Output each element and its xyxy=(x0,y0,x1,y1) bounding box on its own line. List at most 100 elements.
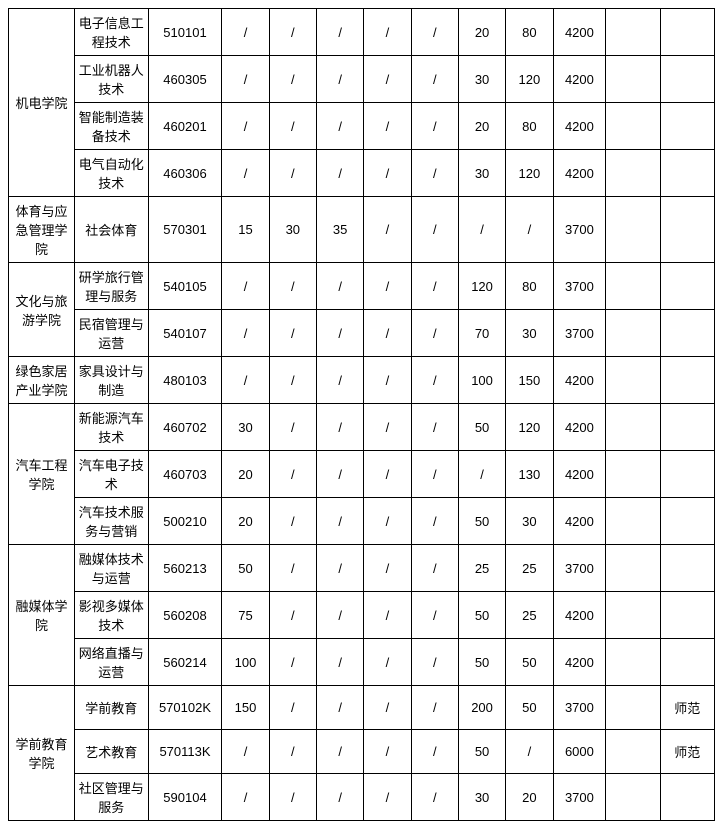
c3-cell: / xyxy=(316,150,363,197)
b1-cell xyxy=(606,103,660,150)
fee-cell: 4200 xyxy=(553,498,606,545)
c3-cell: / xyxy=(316,730,363,774)
c4-cell: / xyxy=(364,498,411,545)
c3-cell: / xyxy=(316,545,363,592)
c3-cell: / xyxy=(316,103,363,150)
c4-cell: / xyxy=(364,310,411,357)
c5-cell: / xyxy=(411,9,458,56)
c4-cell: / xyxy=(364,357,411,404)
c1-cell: / xyxy=(222,357,269,404)
fee-cell: 3700 xyxy=(553,774,606,821)
table-row: 工业机器人技术460305/////301204200 xyxy=(9,56,715,103)
dept-cell: 绿色家居产业学院 xyxy=(9,357,75,404)
fee-cell: 4200 xyxy=(553,56,606,103)
fee-cell: 4200 xyxy=(553,357,606,404)
table-row: 体育与应急管理学院社会体育570301153035////3700 xyxy=(9,197,715,263)
c3-cell: / xyxy=(316,56,363,103)
c5-cell: / xyxy=(411,498,458,545)
code-cell: 570301 xyxy=(148,197,222,263)
b2-cell xyxy=(660,592,714,639)
fee-cell: 4200 xyxy=(553,639,606,686)
b1-cell xyxy=(606,730,660,774)
c6-cell: 30 xyxy=(458,774,505,821)
b2-cell xyxy=(660,263,714,310)
c4-cell: / xyxy=(364,730,411,774)
c4-cell: / xyxy=(364,686,411,730)
c2-cell: / xyxy=(269,686,316,730)
code-cell: 460201 xyxy=(148,103,222,150)
major-cell: 汽车电子技术 xyxy=(74,451,148,498)
c4-cell: / xyxy=(364,103,411,150)
fee-cell: 4200 xyxy=(553,592,606,639)
code-cell: 460702 xyxy=(148,404,222,451)
b1-cell xyxy=(606,451,660,498)
c6-cell: / xyxy=(458,197,505,263)
code-cell: 570113K xyxy=(148,730,222,774)
b2-cell xyxy=(660,197,714,263)
c6-cell: / xyxy=(458,451,505,498)
fee-cell: 4200 xyxy=(553,9,606,56)
major-cell: 融媒体技术与运营 xyxy=(74,545,148,592)
c5-cell: / xyxy=(411,686,458,730)
c2-cell: / xyxy=(269,592,316,639)
table-row: 学前教育学院学前教育570102K150////200503700师范 xyxy=(9,686,715,730)
major-cell: 社会体育 xyxy=(74,197,148,263)
code-cell: 460703 xyxy=(148,451,222,498)
table-row: 智能制造装备技术460201/////20804200 xyxy=(9,103,715,150)
c4-cell: / xyxy=(364,263,411,310)
c1-cell: / xyxy=(222,150,269,197)
c1-cell: / xyxy=(222,56,269,103)
c6-cell: 200 xyxy=(458,686,505,730)
c7-cell: 80 xyxy=(506,263,553,310)
c2-cell: / xyxy=(269,545,316,592)
c2-cell: / xyxy=(269,404,316,451)
c3-cell: / xyxy=(316,357,363,404)
dept-cell: 汽车工程学院 xyxy=(9,404,75,545)
c2-cell: / xyxy=(269,150,316,197)
c1-cell: 100 xyxy=(222,639,269,686)
c4-cell: / xyxy=(364,451,411,498)
b1-cell xyxy=(606,150,660,197)
fee-cell: 3700 xyxy=(553,545,606,592)
c4-cell: / xyxy=(364,404,411,451)
c3-cell: / xyxy=(316,774,363,821)
c1-cell: 50 xyxy=(222,545,269,592)
b2-cell xyxy=(660,498,714,545)
dept-cell: 文化与旅游学院 xyxy=(9,263,75,357)
table-row: 社区管理与服务590104/////30203700 xyxy=(9,774,715,821)
table-row: 电气自动化技术460306/////301204200 xyxy=(9,150,715,197)
c3-cell: / xyxy=(316,592,363,639)
c7-cell: 130 xyxy=(506,451,553,498)
fee-cell: 4200 xyxy=(553,451,606,498)
b1-cell xyxy=(606,545,660,592)
c5-cell: / xyxy=(411,404,458,451)
b1-cell xyxy=(606,639,660,686)
c7-cell: 30 xyxy=(506,498,553,545)
fee-cell: 6000 xyxy=(553,730,606,774)
table-row: 绿色家居产业学院家具设计与制造480103/////1001504200 xyxy=(9,357,715,404)
fee-cell: 3700 xyxy=(553,310,606,357)
b1-cell xyxy=(606,263,660,310)
c7-cell: 20 xyxy=(506,774,553,821)
fee-cell: 3700 xyxy=(553,263,606,310)
major-cell: 社区管理与服务 xyxy=(74,774,148,821)
c5-cell: / xyxy=(411,263,458,310)
c4-cell: / xyxy=(364,9,411,56)
c1-cell: 75 xyxy=(222,592,269,639)
c2-cell: / xyxy=(269,56,316,103)
major-cell: 电气自动化技术 xyxy=(74,150,148,197)
b1-cell xyxy=(606,357,660,404)
c5-cell: / xyxy=(411,103,458,150)
code-cell: 560208 xyxy=(148,592,222,639)
c7-cell: 25 xyxy=(506,592,553,639)
fee-cell: 3700 xyxy=(553,197,606,263)
c1-cell: / xyxy=(222,730,269,774)
c6-cell: 30 xyxy=(458,150,505,197)
c1-cell: 30 xyxy=(222,404,269,451)
major-cell: 影视多媒体技术 xyxy=(74,592,148,639)
b1-cell xyxy=(606,774,660,821)
major-cell: 汽车技术服务与营销 xyxy=(74,498,148,545)
c7-cell: 30 xyxy=(506,310,553,357)
b1-cell xyxy=(606,56,660,103)
b2-cell xyxy=(660,639,714,686)
